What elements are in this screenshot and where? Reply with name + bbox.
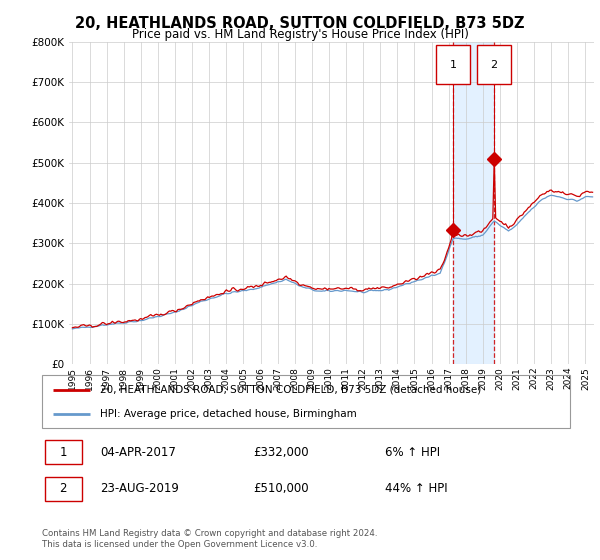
Text: 6% ↑ HPI: 6% ↑ HPI <box>385 446 440 459</box>
Text: £332,000: £332,000 <box>253 446 309 459</box>
Text: 1: 1 <box>450 59 457 69</box>
Text: Price paid vs. HM Land Registry's House Price Index (HPI): Price paid vs. HM Land Registry's House … <box>131 28 469 41</box>
FancyBboxPatch shape <box>477 45 511 84</box>
Text: 44% ↑ HPI: 44% ↑ HPI <box>385 482 448 495</box>
Text: 20, HEATHLANDS ROAD, SUTTON COLDFIELD, B73 5DZ: 20, HEATHLANDS ROAD, SUTTON COLDFIELD, B… <box>75 16 525 31</box>
Text: 2: 2 <box>490 59 497 69</box>
Text: Contains HM Land Registry data © Crown copyright and database right 2024.
This d: Contains HM Land Registry data © Crown c… <box>42 529 377 549</box>
Text: £510,000: £510,000 <box>253 482 309 495</box>
Text: 1: 1 <box>59 446 67 459</box>
Bar <box>453 42 494 364</box>
Text: 20, HEATHLANDS ROAD, SUTTON COLDFIELD, B73 5DZ (detached house): 20, HEATHLANDS ROAD, SUTTON COLDFIELD, B… <box>100 385 481 395</box>
Text: 2: 2 <box>59 482 67 495</box>
Text: 04-APR-2017: 04-APR-2017 <box>100 446 176 459</box>
Text: 23-AUG-2019: 23-AUG-2019 <box>100 482 179 495</box>
FancyBboxPatch shape <box>436 45 470 84</box>
Text: HPI: Average price, detached house, Birmingham: HPI: Average price, detached house, Birm… <box>100 409 357 419</box>
